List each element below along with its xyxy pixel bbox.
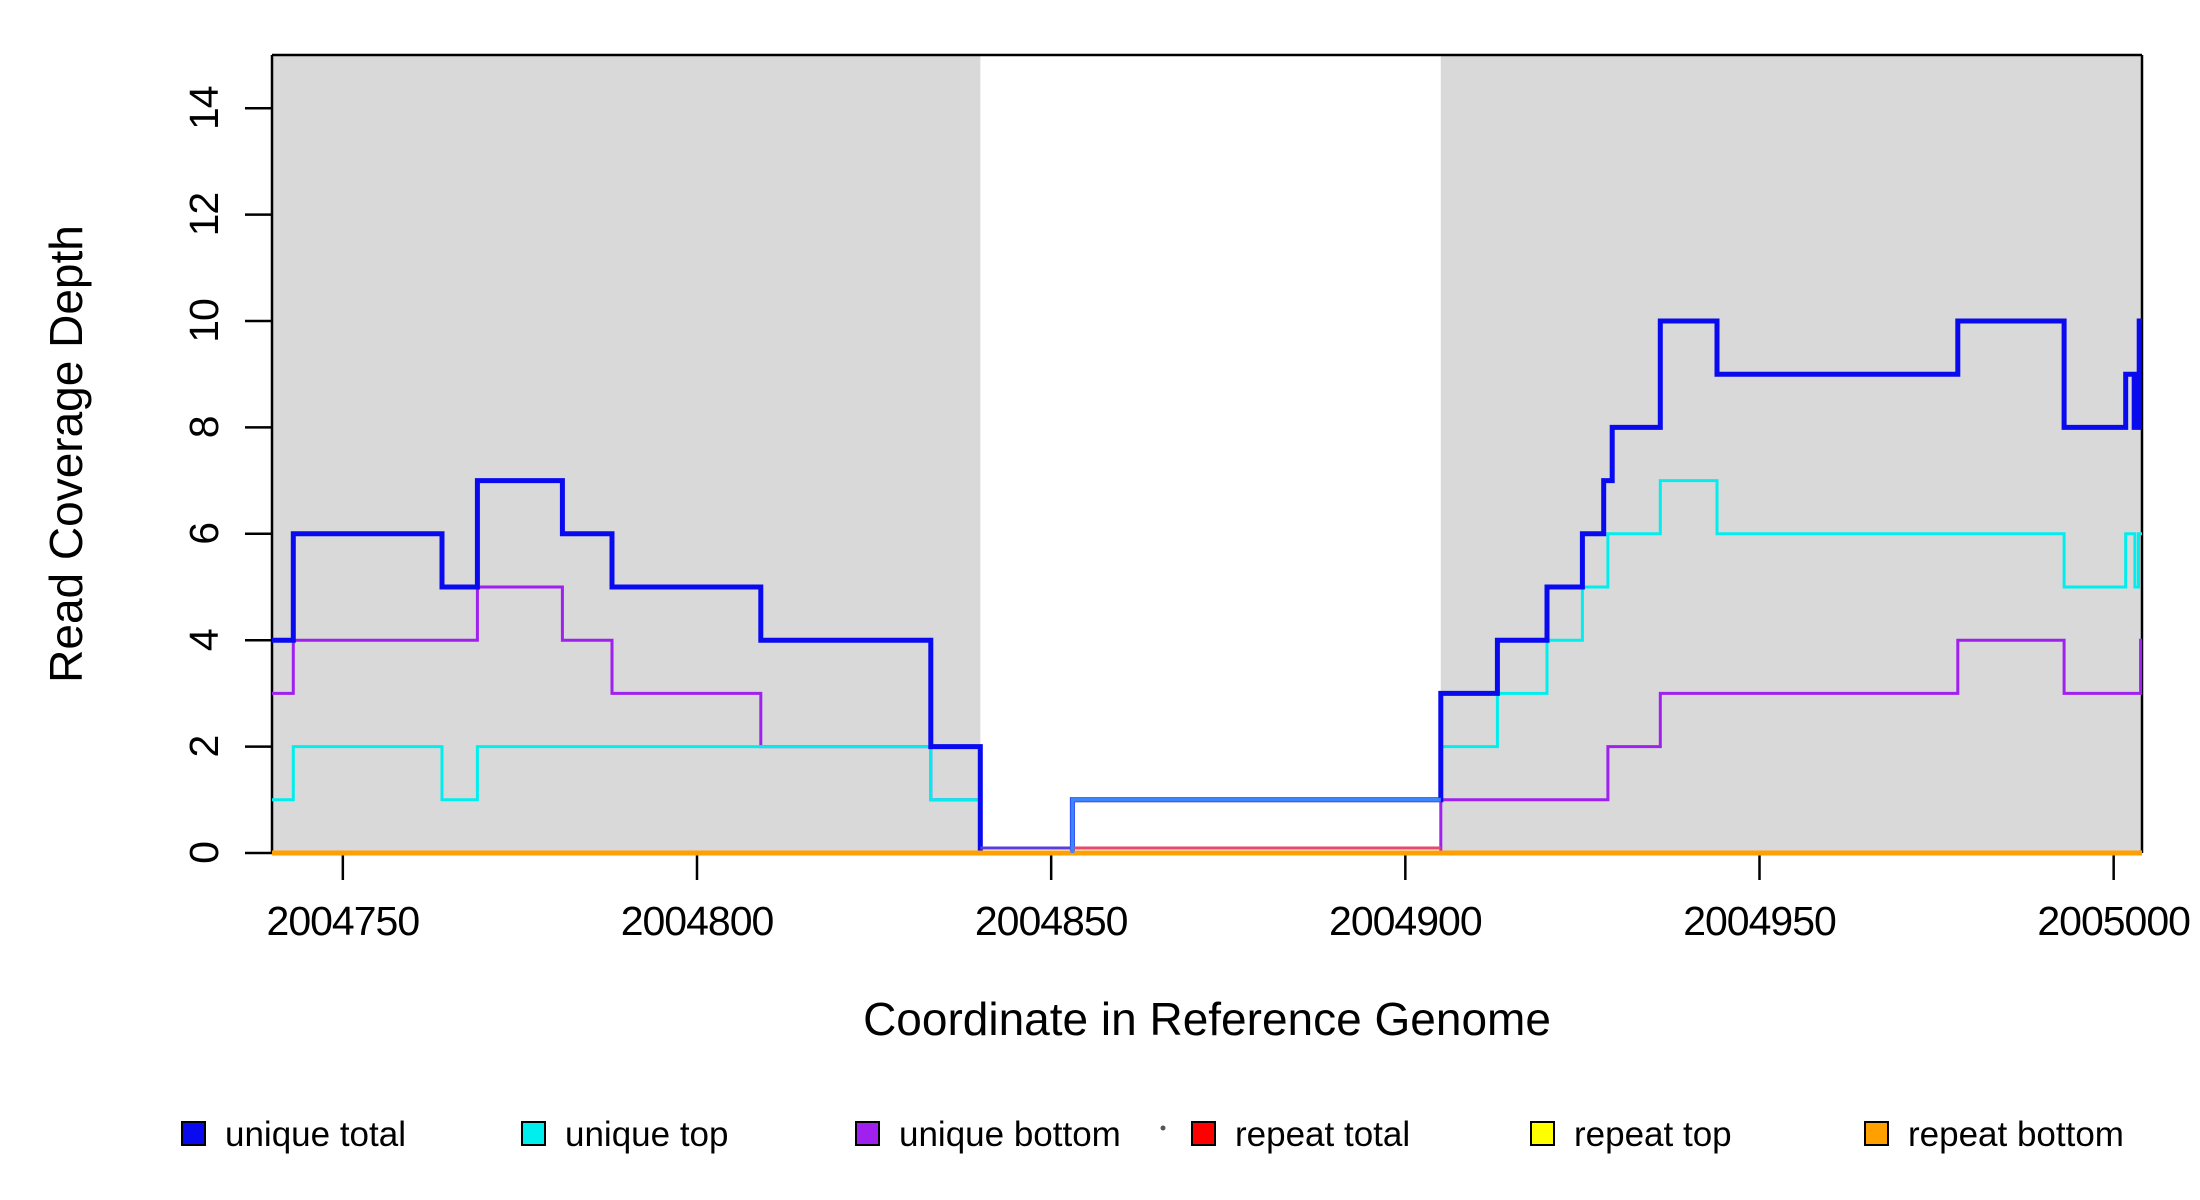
y-tick-label: 12: [181, 193, 227, 237]
x-tick-label: 2004750: [267, 898, 420, 944]
y-tick-label: 14: [181, 86, 227, 130]
legend-item-unique-top: unique top: [521, 1115, 728, 1154]
y-tick-label: 0: [181, 842, 227, 864]
shaded-region-right: [1440, 55, 2142, 853]
series-line-unique-total: [272, 318, 2142, 856]
legend-swatch: [1864, 1121, 1889, 1146]
x-tick-label: 2004950: [1683, 898, 1836, 944]
legend-item-label: repeat total: [1235, 1115, 1410, 1154]
legend-item-repeat-top: repeat top: [1530, 1115, 1732, 1154]
y-axis-title: Read Coverage Depth: [40, 225, 92, 683]
x-axis-title: Coordinate in Reference Genome: [863, 993, 1551, 1045]
legend-swatch: [521, 1121, 546, 1146]
tick-labels-layer: 2004750 2004800 2004850 2004900 2004950 20050…: [181, 86, 2191, 944]
legend-item-label: unique total: [225, 1115, 406, 1154]
legend-swatch: [855, 1121, 880, 1146]
x-tick-label: 2005000: [2037, 898, 2190, 944]
y-tick-label: 2: [181, 736, 227, 758]
shaded-region-left: [272, 55, 981, 853]
y-tick-label: 6: [181, 523, 227, 545]
series-lines-layer: [272, 318, 2143, 856]
x-tick-label: 2004800: [621, 898, 774, 944]
gap-single-read-line: [1070, 797, 1441, 853]
legend-item-unique-total: unique total: [181, 1115, 406, 1154]
legend-item-repeat-total: repeat total: [1191, 1115, 1410, 1154]
series-line-unique-top: [272, 479, 2142, 855]
y-tick-label: 10: [181, 299, 227, 343]
x-tick-label: 2004850: [975, 898, 1128, 944]
shaded-regions-layer: [272, 55, 2142, 853]
overlay-lines-layer: [980, 797, 1441, 853]
legend-swatch: [1530, 1121, 1555, 1146]
legend-swatch: [181, 1121, 206, 1146]
legend-item-label: unique bottom: [899, 1115, 1121, 1154]
y-tick-label: 4: [181, 629, 227, 651]
legend-item-repeat-bottom: repeat bottom: [1864, 1115, 2124, 1154]
legend-item-label: repeat top: [1574, 1115, 1732, 1154]
legend: unique total unique top unique bottom repea…: [181, 1115, 2124, 1154]
y-tick-label: 8: [181, 416, 227, 438]
stray-dot: [1160, 1125, 1166, 1131]
legend-item-label: repeat bottom: [1908, 1115, 2124, 1154]
legend-item-label: unique top: [565, 1115, 728, 1154]
legend-item-unique-bottom: unique bottom: [855, 1115, 1121, 1154]
legend-swatch: [1191, 1121, 1216, 1146]
x-tick-label: 2004900: [1329, 898, 1482, 944]
